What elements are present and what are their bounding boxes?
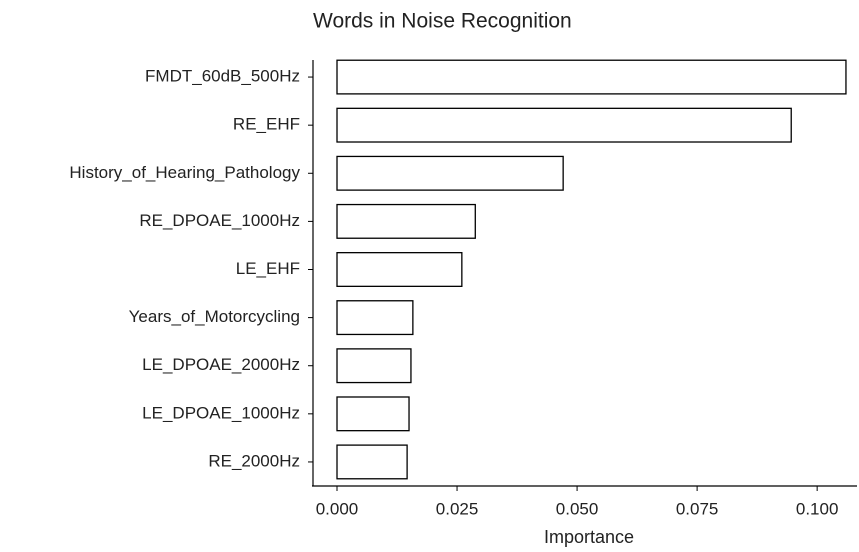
x-tick-label: 0.000 [316,499,359,518]
y-tick-label: Years_of_Motorcycling [129,307,300,326]
y-tick-label: LE_DPOAE_2000Hz [142,355,300,374]
bar [336,444,408,480]
x-tick-label: 0.025 [436,499,479,518]
y-tick-label: RE_2000Hz [208,451,300,470]
y-tick-label: FMDT_60dB_500Hz [145,67,300,86]
y-tick-label: RE_EHF [233,115,300,134]
bar [336,203,476,239]
x-tick-label: 0.050 [556,499,599,518]
y-tick-label: RE_DPOAE_1000Hz [139,211,300,230]
bar [336,252,463,287]
bar [336,59,847,95]
y-tick-label: LE_EHF [236,259,300,278]
bar [336,155,564,191]
x-axis-label: Importance [544,527,634,547]
bar [336,396,410,432]
x-tick-label: 0.075 [676,499,719,518]
chart-title: Words in Noise Recognition [313,10,572,33]
x-tick-label: 0.100 [796,499,839,518]
bar [336,300,414,336]
y-tick-label: LE_DPOAE_1000Hz [142,403,300,422]
y-tick-label: History_of_Hearing_Pathology [69,163,300,182]
bar [336,107,792,143]
bar [336,348,412,384]
